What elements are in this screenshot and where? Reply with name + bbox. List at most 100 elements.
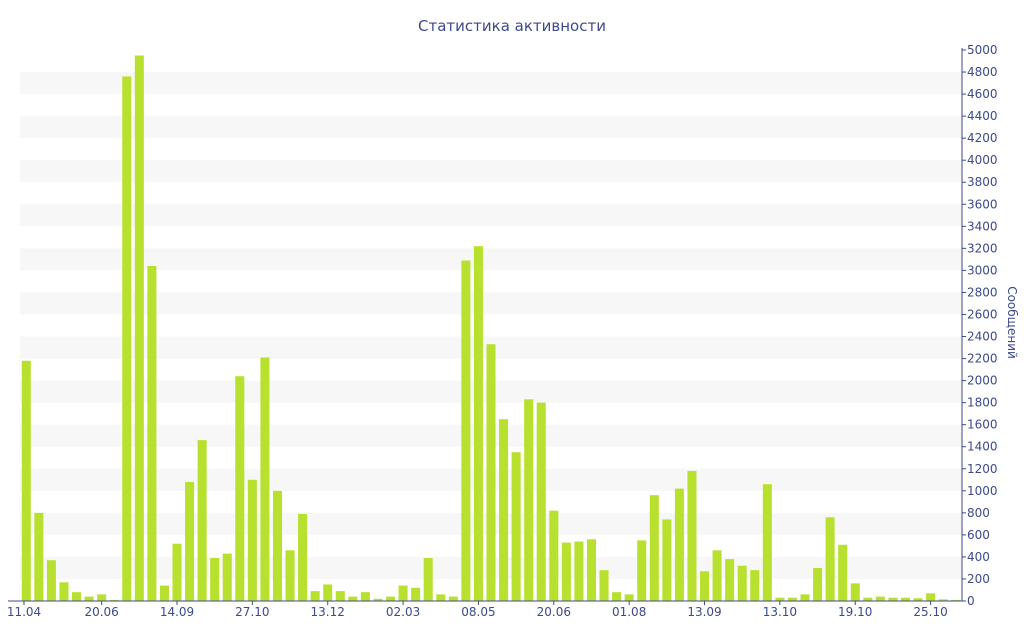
grid-band	[20, 204, 962, 227]
bar	[612, 592, 622, 601]
bar	[549, 510, 559, 601]
y-tick-label: 2200	[967, 352, 998, 366]
bar	[172, 543, 182, 601]
x-axis-ticks: 11.04 20.06 14.09 27.10 13.12 02.03 08.05 20.06…	[7, 601, 948, 619]
bar	[486, 344, 496, 601]
bar	[750, 570, 760, 601]
y-tick-label: 1800	[967, 396, 998, 410]
bar	[147, 265, 157, 601]
y-tick-label: 800	[967, 506, 990, 520]
x-tick-label: 19.10	[838, 605, 872, 619]
bar	[737, 565, 747, 601]
y-tick-label: 4600	[967, 87, 998, 101]
bar	[423, 558, 433, 601]
bar	[951, 599, 961, 601]
bar	[637, 540, 647, 601]
bar	[586, 539, 597, 601]
bar	[624, 594, 634, 601]
bar	[222, 553, 232, 601]
bar	[662, 519, 672, 601]
bar	[813, 567, 823, 601]
bar	[712, 550, 722, 601]
bar	[360, 592, 370, 601]
bar	[888, 597, 898, 601]
bar	[335, 591, 345, 601]
bar	[499, 419, 509, 601]
bar	[561, 542, 571, 601]
y-tick-label: 1400	[967, 440, 998, 454]
bar	[838, 544, 848, 601]
y-tick-label: 200	[967, 572, 990, 586]
y-tick-label: 3400	[967, 219, 998, 233]
y-tick-label: 400	[967, 550, 990, 564]
x-tick-label: 14.09	[160, 605, 194, 619]
bar	[775, 597, 785, 601]
axes-group	[8, 48, 963, 602]
bar	[122, 76, 132, 601]
bars-group	[21, 55, 961, 601]
bar	[825, 517, 835, 601]
y-tick-label: 5000	[967, 43, 998, 57]
bar	[272, 490, 283, 601]
y-tick-label: 3200	[967, 241, 998, 255]
y-tick-label: 4000	[967, 153, 998, 167]
y-tick-label: 3000	[967, 263, 998, 277]
x-tick-label: 25.10	[913, 605, 947, 619]
y-tick-label: 1000	[967, 484, 998, 498]
bar	[323, 584, 333, 601]
x-tick-label: 20.06	[84, 605, 118, 619]
y-tick-label: 4400	[967, 109, 998, 123]
bar	[850, 583, 860, 601]
bar	[235, 376, 245, 601]
bar	[448, 596, 458, 601]
y-tick-label: 2400	[967, 330, 998, 344]
bar	[473, 246, 483, 601]
x-tick-label: 27.10	[235, 605, 269, 619]
y-tick-label: 1200	[967, 462, 998, 476]
bar	[674, 488, 684, 601]
y-tick-label: 0	[967, 594, 975, 608]
y-tick-label: 3800	[967, 175, 998, 189]
y-tick-label: 4800	[967, 65, 998, 79]
bar	[46, 560, 56, 601]
bar	[197, 440, 207, 601]
y-tick-label: 1600	[967, 418, 998, 432]
bar	[210, 558, 220, 601]
y-tick-label: 4200	[967, 131, 998, 145]
bar	[687, 470, 697, 601]
bar	[411, 587, 421, 601]
bar	[536, 402, 546, 601]
bar	[34, 512, 44, 601]
grid-band	[20, 160, 962, 183]
y-tick-label: 2800	[967, 285, 998, 299]
y-tick-label: 2600	[967, 307, 998, 321]
bar	[398, 585, 408, 601]
bar	[109, 599, 119, 601]
bar	[71, 592, 82, 601]
bar	[599, 570, 609, 601]
bar	[875, 596, 885, 601]
bar	[787, 597, 797, 601]
y-tick-label: 2000	[967, 374, 998, 388]
x-tick-label: 20.06	[537, 605, 571, 619]
bar	[511, 452, 521, 601]
bar	[298, 513, 308, 601]
bar	[59, 582, 69, 601]
y-axis-ticks: 0 200 400 600 800 1000 1200 1400 1600 1800 2000 220…	[962, 43, 998, 608]
bar	[574, 541, 584, 601]
bar	[699, 571, 710, 601]
bar	[97, 594, 107, 601]
y-tick-label: 3600	[967, 197, 998, 211]
bar	[84, 596, 94, 601]
x-tick-label: 02.03	[386, 605, 420, 619]
y-axis-label: Сообщений	[1005, 286, 1019, 359]
y-tick-label: 600	[967, 528, 990, 542]
x-tick-label: 13.12	[311, 605, 345, 619]
x-tick-label: 13.10	[763, 605, 797, 619]
grid-band	[20, 72, 962, 95]
bar	[762, 484, 772, 601]
x-tick-label: 08.05	[461, 605, 495, 619]
bar	[348, 596, 358, 601]
